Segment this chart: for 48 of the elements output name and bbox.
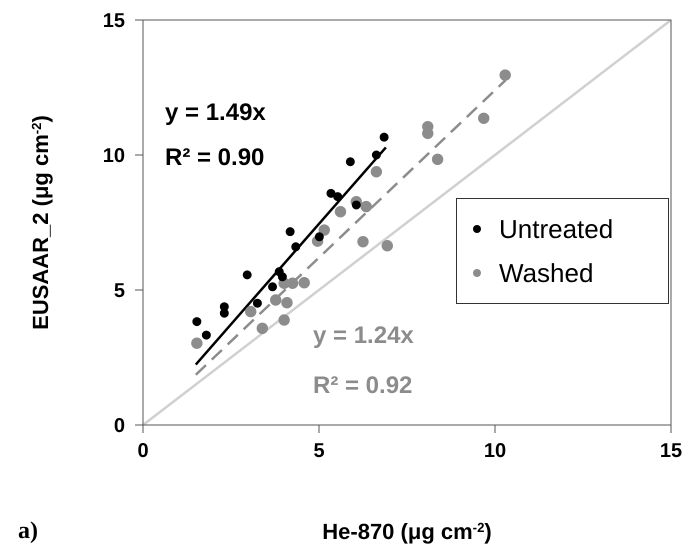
point — [278, 272, 287, 282]
point — [268, 282, 278, 292]
point — [352, 200, 361, 210]
annotation: R² = 0.92 — [313, 372, 412, 399]
x-tick-label: 15 — [660, 440, 682, 462]
point — [291, 242, 300, 252]
point — [318, 224, 330, 236]
annotation: y = 1.24x — [313, 322, 414, 349]
text: a) — [18, 518, 38, 544]
point — [382, 240, 393, 252]
point — [346, 157, 355, 166]
point — [372, 150, 381, 160]
y-tick-label: 15 — [102, 10, 125, 32]
point — [202, 330, 211, 340]
point — [500, 69, 511, 81]
x-tick-label: 10 — [484, 440, 506, 462]
point — [220, 308, 229, 318]
point — [256, 322, 268, 334]
point — [298, 277, 310, 288]
point — [326, 188, 336, 198]
point — [242, 270, 252, 280]
point — [278, 314, 290, 326]
x-tick-label: 5 — [313, 440, 325, 462]
legend-label: Washed — [499, 257, 594, 290]
point — [286, 227, 295, 236]
y-tick-label: 10 — [102, 145, 125, 168]
x-tick-label: 0 — [137, 440, 149, 462]
annotation: R² = 0.90 — [165, 144, 264, 171]
point — [334, 206, 346, 218]
point — [245, 306, 256, 318]
point — [478, 112, 490, 124]
point — [432, 154, 444, 166]
point — [191, 337, 203, 349]
y-tick-label: 5 — [114, 280, 125, 302]
point — [360, 200, 372, 212]
point — [252, 298, 262, 308]
point — [314, 232, 324, 242]
legend-label: Untreated — [499, 213, 614, 246]
point — [380, 132, 389, 142]
point — [270, 294, 282, 306]
point — [281, 296, 293, 308]
y-tick-label: 0 — [114, 415, 125, 438]
point — [357, 236, 369, 248]
x-axis-title: He-870 (μg cm$^{-2}$) — [322, 519, 492, 544]
annotation: y = 1.49x — [165, 99, 266, 126]
point — [192, 317, 202, 326]
point — [333, 192, 342, 202]
point — [370, 166, 382, 178]
